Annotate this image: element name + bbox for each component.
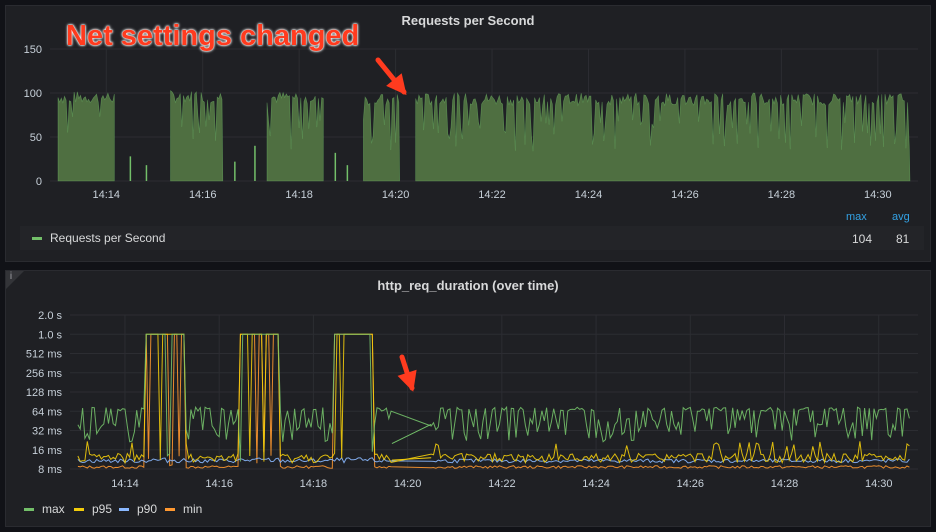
legend-item-p90[interactable]: p90 — [119, 502, 157, 516]
x-tick-label: 14:30 — [864, 189, 892, 201]
x-tick-label: 14:14 — [92, 189, 120, 201]
rps-legend-item[interactable]: Requests per Second — [32, 231, 165, 245]
series-line-min — [77, 333, 910, 470]
series-line-p95 — [77, 333, 910, 465]
rps-area-segment — [415, 91, 911, 182]
p90-swatch — [119, 508, 129, 512]
y-tick-label: 256 ms — [26, 368, 63, 380]
y-tick-label: 100 — [24, 88, 42, 100]
x-tick-label: 14:18 — [285, 189, 313, 201]
x-tick-label: 14:24 — [575, 189, 603, 201]
rps-area-segment — [57, 91, 115, 182]
y-tick-label: 2.0 s — [38, 310, 62, 322]
max-stat-header[interactable]: max — [846, 211, 867, 223]
legend-item-min[interactable]: min — [165, 502, 202, 516]
x-tick-label: 14:24 — [582, 478, 610, 490]
p95-swatch — [74, 508, 84, 512]
x-tick-label: 14:30 — [865, 478, 893, 490]
x-tick-label: 14:26 — [671, 189, 699, 201]
y-tick-label: 1.0 s — [38, 329, 62, 341]
y-tick-label: 50 — [30, 132, 42, 144]
rps-area-segment — [170, 90, 224, 182]
y-tick-label: 64 ms — [32, 406, 62, 418]
rps-chart: 0 50 100 150 14:14 14:16 14:18 14:20 14:22 14:24 1… — [24, 44, 918, 201]
legend-p90-label: p90 — [137, 502, 158, 516]
annotation-text: Net settings changed — [66, 20, 360, 52]
y-tick-label: 32 ms — [32, 426, 62, 438]
duration-panel: i http_req_duration (over time) 8 ms 16 m… — [5, 270, 931, 527]
rps-area-segment — [363, 94, 400, 182]
y-tick-label: 150 — [24, 44, 42, 56]
series-line-p90 — [77, 456, 910, 464]
x-tick-label: 14:16 — [205, 478, 233, 490]
duration-chart: 8 ms 16 ms 32 ms 64 ms 128 ms 256 ms 512 ms 1.0… — [26, 310, 918, 490]
x-tick-label: 14:20 — [382, 189, 410, 201]
rps-area-segment — [266, 91, 324, 182]
gap-connector — [391, 457, 432, 461]
x-tick-label: 14:14 — [111, 478, 139, 490]
series-color-swatch — [32, 237, 42, 241]
y-tick-label: 8 ms — [38, 464, 62, 476]
y-tick-label: 16 ms — [32, 445, 62, 457]
legend-item-max[interactable]: max — [24, 502, 65, 516]
legend-p95-label: p95 — [92, 502, 113, 516]
min-swatch — [165, 508, 175, 512]
legend-max-label: max — [42, 502, 65, 516]
max-swatch — [24, 508, 34, 512]
duration-panel-title[interactable]: http_req_duration (over time) — [377, 278, 559, 293]
legend-series-name: Requests per Second — [50, 231, 166, 245]
legend-min-label: min — [183, 502, 203, 516]
series-line-max — [77, 333, 910, 462]
x-tick-label: 14:18 — [300, 478, 328, 490]
y-tick-label: 512 ms — [26, 349, 63, 361]
x-tick-label: 14:20 — [394, 478, 422, 490]
y-tick-label: 0 — [36, 176, 42, 188]
x-tick-label: 14:28 — [771, 478, 799, 490]
gap-connector — [391, 423, 432, 445]
avg-stat-value: 81 — [896, 232, 910, 246]
x-tick-label: 14:22 — [478, 189, 506, 201]
x-tick-label: 14:26 — [677, 478, 705, 490]
rps-panel-title[interactable]: Requests per Second — [401, 13, 535, 28]
legend-item-p95[interactable]: p95 — [74, 502, 112, 516]
max-stat-value: 104 — [852, 232, 873, 246]
x-tick-label: 14:16 — [189, 189, 217, 201]
y-tick-label: 128 ms — [26, 387, 63, 399]
rps-legend: Requests per Second — [20, 226, 924, 250]
x-tick-label: 14:28 — [768, 189, 796, 201]
rps-panel: Requests per Second 0 50 100 150 14:14 14:16 1… — [5, 5, 931, 262]
x-tick-label: 14:22 — [488, 478, 516, 490]
avg-stat-header[interactable]: avg — [892, 211, 910, 223]
